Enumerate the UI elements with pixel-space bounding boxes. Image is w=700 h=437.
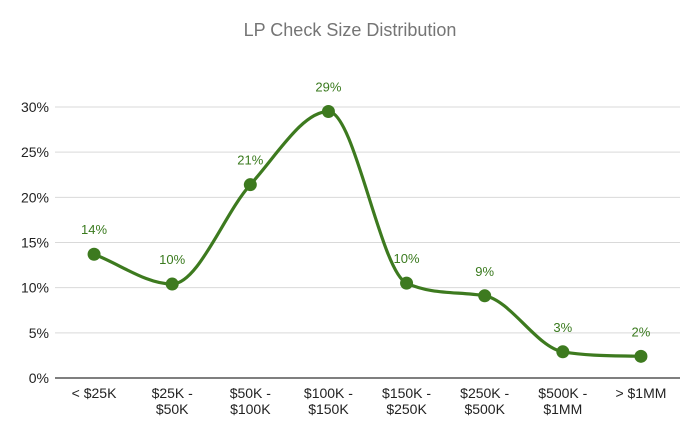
y-tick-label: 5%: [29, 325, 49, 341]
data-point: [243, 178, 257, 192]
chart-title: LP Check Size Distribution: [243, 20, 457, 40]
data-point: [634, 349, 648, 363]
data-label: 9%: [475, 264, 494, 279]
data-label: 14%: [81, 222, 107, 237]
y-tick-label: 15%: [21, 235, 49, 251]
x-tick-label-line: $1MM: [543, 401, 582, 417]
x-tick-label-line: $50K -: [230, 385, 272, 401]
x-tick-label-line: $500K: [464, 401, 505, 417]
x-tick-label-line: < $25K: [72, 385, 117, 401]
y-tick-label: 25%: [21, 144, 49, 160]
y-tick-label: 10%: [21, 280, 49, 296]
data-point: [165, 277, 179, 291]
y-tick-label: 0%: [29, 370, 49, 386]
data-label: 10%: [159, 252, 185, 267]
x-tick-label-line: $250K: [386, 401, 427, 417]
x-tick-label-line: $500K -: [538, 385, 587, 401]
data-label: 21%: [237, 153, 263, 168]
x-tick-label: $150K -$250K: [382, 385, 431, 417]
x-tick-label: > $1MM: [615, 385, 666, 401]
x-tick-label: $250K -$500K: [460, 385, 509, 417]
x-tick-label-line: $100K -: [304, 385, 353, 401]
series-line: [93, 109, 641, 358]
y-tick-label: 30%: [21, 99, 49, 115]
data-point: [478, 289, 492, 303]
data-point: [556, 345, 570, 359]
x-tick-label: $100K -$150K: [304, 385, 353, 417]
y-tick-label: 20%: [21, 189, 49, 205]
x-tick-label: $500K -$1MM: [538, 385, 587, 417]
data-label: 10%: [394, 251, 420, 266]
data-point: [321, 105, 335, 119]
x-tick-label-line: $25K -: [152, 385, 194, 401]
x-tick-label-line: $50K: [156, 401, 189, 417]
data-label: 3%: [553, 320, 572, 335]
data-point: [400, 276, 414, 290]
x-tick-label-line: $250K -: [460, 385, 509, 401]
x-tick-label: $25K -$50K: [152, 385, 194, 417]
data-point: [87, 247, 101, 261]
x-tick-label-line: $150K -: [382, 385, 431, 401]
x-tick-label: < $25K: [72, 385, 117, 401]
x-tick-label-line: $100K: [230, 401, 271, 417]
data-label: 29%: [315, 80, 341, 95]
data-label: 2%: [632, 324, 651, 339]
x-tick-label-line: $150K: [308, 401, 349, 417]
x-tick-label-line: > $1MM: [615, 385, 666, 401]
x-tick-label: $50K -$100K: [230, 385, 272, 417]
